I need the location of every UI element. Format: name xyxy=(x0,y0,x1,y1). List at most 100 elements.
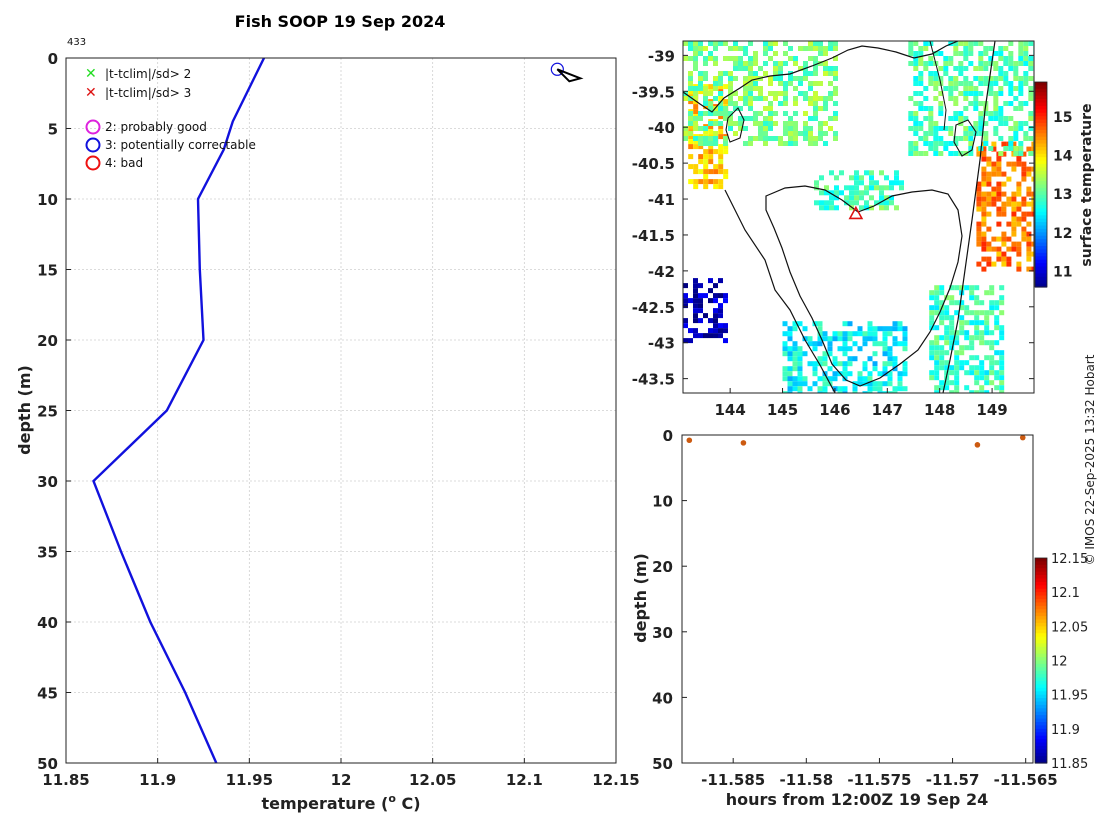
sst-cell xyxy=(833,116,838,121)
sst-cell xyxy=(938,151,944,156)
sst-cell xyxy=(1031,201,1034,207)
sst-cell xyxy=(998,46,1004,51)
sst-cell xyxy=(837,331,843,337)
sst-cell xyxy=(1018,141,1024,146)
time-colorbar-band xyxy=(1035,691,1047,696)
sst-cell xyxy=(817,361,823,367)
sst-cell xyxy=(1006,236,1012,242)
sst-cell xyxy=(929,305,935,311)
time-colorbar-band xyxy=(1035,704,1047,709)
sst-cell xyxy=(782,321,788,327)
sst-cell xyxy=(787,381,793,387)
sst-cell xyxy=(867,331,873,337)
sst-cell xyxy=(802,376,808,382)
sst-cell xyxy=(792,366,798,372)
sst-cell xyxy=(981,266,987,272)
sst-cell xyxy=(1011,206,1017,212)
time-y-tick-label: 10 xyxy=(652,493,673,511)
time-colorbar-band xyxy=(1035,663,1047,668)
sst-cell xyxy=(882,326,888,332)
sst-cell xyxy=(698,179,704,185)
sst-cell xyxy=(787,356,793,362)
sst-cell xyxy=(994,375,1000,381)
sst-cell xyxy=(933,51,939,56)
sst-cell xyxy=(938,111,944,116)
sst-cell xyxy=(989,340,995,346)
sst-cell xyxy=(828,66,833,71)
time-x-tick-label: -11.57 xyxy=(926,771,980,789)
sst-cell xyxy=(859,190,864,196)
sst-cell xyxy=(1026,146,1032,152)
sst-cell xyxy=(822,391,828,393)
sst-cell xyxy=(847,361,853,367)
sst-cell xyxy=(959,350,965,356)
sst-cell xyxy=(974,320,980,326)
sst-cell xyxy=(979,360,985,366)
sst-cell xyxy=(988,81,994,86)
sst-cell xyxy=(753,71,758,76)
sst-cell xyxy=(688,86,693,91)
sst-cell xyxy=(798,131,803,136)
sst-cell xyxy=(1026,256,1032,262)
sst-cell xyxy=(959,325,965,331)
sst-cell xyxy=(798,66,803,71)
sst-cell xyxy=(1008,116,1014,121)
sst-cell xyxy=(953,66,959,71)
sst-cell xyxy=(1013,86,1019,91)
map-colorbar-band xyxy=(1035,119,1047,124)
sst-cell xyxy=(949,335,955,341)
map-colorbar-band xyxy=(1035,239,1047,244)
sst-cell xyxy=(698,136,703,141)
sst-cell xyxy=(773,136,778,141)
profile-y-tick-label: 0 xyxy=(48,50,58,68)
sst-cell xyxy=(773,61,778,66)
sst-cell xyxy=(986,196,992,202)
sst-cell xyxy=(748,91,753,96)
sst-cell xyxy=(963,116,969,121)
sst-cell xyxy=(788,126,793,131)
sst-cell xyxy=(823,51,828,56)
sst-cell xyxy=(979,365,985,371)
sst-cell xyxy=(834,190,839,196)
sst-cell xyxy=(818,61,823,66)
sst-cell xyxy=(928,141,934,146)
sst-cell xyxy=(847,331,853,337)
sst-cell xyxy=(988,91,994,96)
sst-cell xyxy=(986,156,992,162)
map-colorbar-band xyxy=(1035,160,1047,165)
sst-cell xyxy=(854,180,859,186)
sst-cell xyxy=(902,326,908,332)
sst-cell xyxy=(849,200,854,206)
sst-cell xyxy=(819,200,824,206)
sst-cell xyxy=(978,66,984,71)
sst-cell xyxy=(988,146,994,151)
sst-cell xyxy=(718,94,724,100)
sst-cell xyxy=(1028,91,1034,96)
map-colorbar-band xyxy=(1035,109,1047,114)
sst-cell xyxy=(833,136,838,141)
time-frame xyxy=(681,434,1034,764)
sst-cell xyxy=(1018,101,1024,106)
sst-cell xyxy=(748,81,753,86)
sst-cell xyxy=(976,231,982,237)
sst-cell xyxy=(1003,146,1009,151)
sst-cell xyxy=(969,310,975,316)
sst-cell xyxy=(998,151,1004,156)
sst-cell xyxy=(823,61,828,66)
sst-cell xyxy=(693,308,698,314)
sst-cell xyxy=(872,386,878,392)
sst-cell xyxy=(978,126,984,131)
sst-cell xyxy=(718,154,724,160)
sst-cell xyxy=(827,341,833,347)
sst-cell xyxy=(949,325,955,331)
sst-cell xyxy=(782,371,788,377)
sst-cell xyxy=(713,298,718,304)
sst-cell xyxy=(688,46,693,51)
sst-cell xyxy=(1031,241,1034,247)
legend-label-3: 2: probably good xyxy=(105,120,207,134)
sst-cell xyxy=(1028,66,1034,71)
map-colorbar-band xyxy=(1035,143,1047,148)
sst-cell xyxy=(817,376,823,382)
sst-cell xyxy=(698,89,704,95)
sst-cell xyxy=(913,151,919,156)
